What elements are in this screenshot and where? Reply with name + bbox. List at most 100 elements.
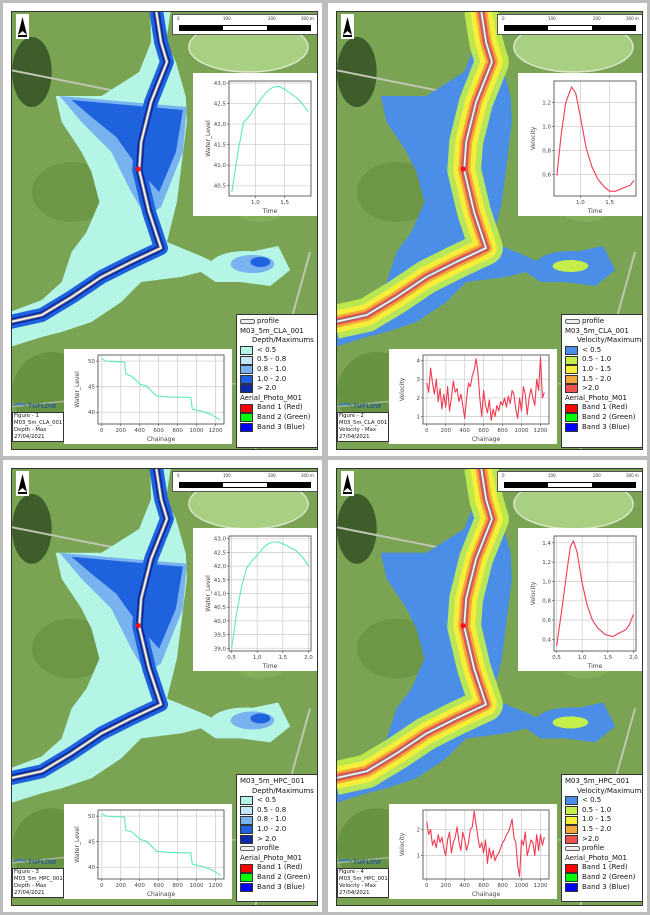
north-arrow-icon — [341, 471, 354, 496]
scale-bar-label: 100 — [548, 16, 556, 21]
map-canvas[interactable]: 0 100 200 300 m 1,0 1,5 0,6 0,8 1,0 1,2 Time Veloci… — [336, 11, 643, 450]
scale-bar-segment — [180, 26, 224, 30]
legend-label: M03_5m_HPC_001 — [240, 777, 305, 785]
figure-label: Figure - 1 M03_5m_CLA_001 Depth - Max 27/04… — [12, 412, 64, 442]
legend-label: Aerial_Photo_M01 — [565, 853, 627, 862]
figure-label-line: 27/04/2021 — [14, 434, 45, 440]
y-axis-label: Water_Level — [74, 826, 81, 863]
map-legend: M03_5m_HPC_001 Depth/Maximums < 0.5 0.5 - 0… — [236, 774, 317, 902]
legend-swatch: 1.0 - 1.5 — [565, 365, 639, 375]
legend-swatch: 1.0 - 2.0 — [240, 825, 314, 835]
scale-bar-graphic — [179, 25, 311, 31]
y-axis-label: Water_Level — [74, 371, 81, 408]
y-tick-label: 0,6 — [542, 172, 551, 178]
scale-bar-graphic — [504, 25, 636, 31]
x-axis-label: Chainage — [472, 436, 501, 443]
y-tick-label: 40 — [88, 410, 95, 416]
y-tick-label: 2 — [417, 396, 421, 402]
legend-swatch: > 2.0 — [240, 835, 314, 845]
x-tick-label: 1,0 — [578, 655, 587, 661]
scale-bar-label: 0 — [177, 473, 180, 478]
figure-label-line: 27/04/2021 — [339, 890, 370, 896]
x-tick-label: 0,5 — [227, 655, 236, 661]
tuflow-logo: TUFLOW — [13, 402, 63, 411]
legend-swatch-icon — [240, 796, 253, 806]
scale-bar-label: 100 — [223, 473, 231, 478]
pond-depth — [250, 713, 271, 724]
scale-bar-segment — [505, 26, 549, 30]
legend-label: 0.8 - 1.0 — [257, 815, 287, 824]
legend-label: Band 1 (Red) — [582, 403, 628, 412]
legend-swatch-icon — [240, 374, 253, 384]
legend-label: Aerial_Photo_M01 — [240, 393, 302, 402]
legend-label: profile — [257, 844, 280, 853]
map-legend: profile M03_5m_CLA_001 Velocity/Maximums < … — [561, 314, 642, 448]
x-tick-label: 200 — [115, 883, 126, 889]
legend-swatch: Band 2 (Green) — [240, 873, 314, 883]
tuflow-wave-icon — [13, 859, 27, 866]
legend-swatch: < 0.5 — [565, 346, 639, 356]
probe-point-marker[interactable] — [460, 623, 466, 629]
legend-label: M03_5m_CLA_001 — [565, 326, 629, 335]
plot-frame — [422, 809, 550, 880]
legend-layer: Aerial_Photo_M01 — [240, 854, 314, 864]
profile-line-icon — [240, 846, 255, 852]
x-axis-label: Chainage — [147, 891, 176, 898]
y-tick-label: 2 — [417, 828, 421, 834]
x-axis-label: Time — [587, 208, 603, 215]
y-tick-label: 1,0 — [542, 125, 551, 131]
scale-bar-label: 200 — [268, 473, 276, 478]
legend-swatch-icon — [565, 863, 578, 873]
y-tick-label: 40,5 — [214, 605, 227, 611]
plot-frame — [553, 535, 637, 652]
legend-label: Band 2 (Green) — [257, 412, 311, 421]
legend-swatch-icon — [565, 413, 578, 423]
plot-frame — [553, 80, 637, 197]
scale-bar-label: 0 — [502, 473, 505, 478]
field-patch — [12, 37, 52, 107]
x-tick-label: 1000 — [515, 428, 529, 434]
map-canvas[interactable]: 0 100 200 300 m 1,0 1,5 40,5 41,0 41,5 42,0 42,5 43… — [11, 11, 318, 450]
series-line-water_level — [231, 85, 309, 192]
scale-bar-label: 100 — [223, 16, 231, 21]
y-tick-label: 41,5 — [214, 143, 227, 149]
map-canvas[interactable]: 0 100 200 300 m 0,5 1,0 1,5 2,0 39,0 39,5 40,0 40,5… — [11, 468, 318, 906]
y-axis-label: Velocity — [399, 377, 406, 401]
figure-label-line: M03_5m_HPC_001 — [14, 876, 63, 882]
legend-label: profile — [582, 317, 605, 325]
legend-label: >2.0 — [582, 834, 599, 843]
profile-line-inner — [12, 469, 168, 779]
y-axis-label: Velocity — [530, 126, 537, 150]
depth-zone-1.0-2.0 — [71, 100, 183, 192]
x-tick-label: 1,0 — [251, 200, 260, 206]
map-figure-panel-3: 0 100 200 300 m 0,5 1,0 1,5 2,0 39,0 39,5 40,0 40,5… — [3, 460, 322, 912]
legend-sublayer: Depth/Maximums — [240, 336, 314, 346]
x-tick-label: 0 — [100, 883, 104, 889]
legend-swatch: Band 1 (Red) — [240, 863, 314, 873]
map-figure-panel-1: 0 100 200 300 m 1,0 1,5 40,5 41,0 41,5 42,0 42,5 43… — [3, 3, 322, 456]
map-figure-panel-4: 0 100 200 300 m 0,5 1,0 1,5 2,0 0,4 0,6 0,8 1,0 1,2 1… — [328, 460, 647, 912]
figure-label-line: M03_5m_CLA_001 — [14, 420, 63, 426]
y-axis-label: Velocity — [399, 832, 406, 856]
series-line-water_level — [101, 358, 221, 421]
logo-text: TUFLOW — [353, 859, 382, 866]
map-canvas[interactable]: 0 100 200 300 m 0,5 1,0 1,5 2,0 0,4 0,6 0,8 1,0 1,2 1… — [336, 468, 643, 906]
legend-layer: M03_5m_CLA_001 — [565, 327, 639, 337]
probe-point-marker[interactable] — [135, 166, 141, 172]
probe-point-marker[interactable] — [460, 166, 466, 172]
legend-swatch: Band 2 (Green) — [565, 413, 639, 423]
x-tick-label: 1200 — [533, 428, 547, 434]
y-tick-label: 45 — [88, 840, 95, 846]
probe-point-marker[interactable] — [135, 623, 141, 629]
legend-label: Band 1 (Red) — [257, 403, 303, 412]
x-tick-label: 800 — [497, 428, 508, 434]
x-tick-label: 600 — [478, 883, 489, 889]
legend-label: Band 2 (Green) — [257, 872, 311, 881]
scale-bar: 0 100 200 300 m — [172, 471, 317, 492]
y-tick-label: 1,4 — [542, 541, 551, 547]
figure-label-line: 27/04/2021 — [339, 434, 370, 440]
y-tick-label: 50 — [88, 359, 95, 365]
legend-label: 1.0 - 1.5 — [582, 364, 612, 373]
y-tick-label: 39,5 — [214, 633, 227, 639]
profile-line-inner — [337, 469, 493, 779]
